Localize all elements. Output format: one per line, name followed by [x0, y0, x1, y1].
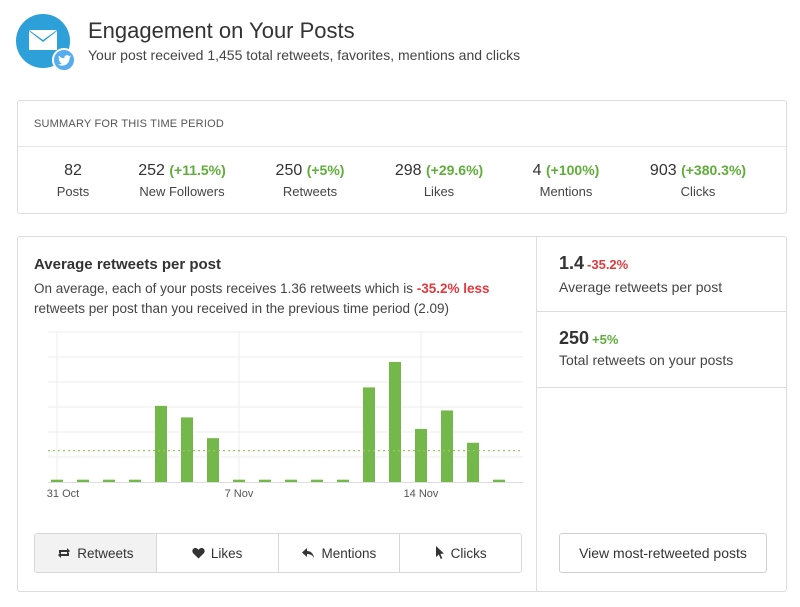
metric-change: -35.2%	[587, 257, 629, 272]
chart-bar	[155, 405, 167, 482]
stat-change: (+29.6%)	[425, 162, 484, 178]
twitter-bird-icon	[52, 48, 76, 72]
metric-average-retweets: 1.4 -35.2% Average retweets per post	[537, 237, 787, 312]
summary-title: SUMMARY FOR THIS TIME PERIOD	[34, 118, 224, 130]
chart-bar	[311, 479, 323, 482]
stat-change: (+11.5%)	[169, 162, 226, 178]
chart-bar	[181, 417, 193, 482]
reply-icon	[301, 547, 315, 559]
stat-change: (+380.3%)	[681, 162, 747, 178]
x-tick-label: 7 Nov	[225, 488, 254, 500]
view-most-retweeted-button[interactable]: View most-retweeted posts	[559, 533, 767, 573]
tab-label: Mentions	[321, 545, 377, 561]
page-header: Engagement on Your Posts Your post recei…	[16, 10, 786, 72]
description-text: On average, each of your posts receives …	[34, 281, 417, 296]
chart-bar	[415, 428, 427, 482]
x-tick-label: 31 Oct	[47, 488, 79, 500]
stat-value: 250	[275, 162, 303, 179]
chart-bar	[467, 442, 479, 482]
envelope-icon	[29, 30, 57, 50]
description-text-end: retweets per post than you received in t…	[34, 301, 449, 316]
chart-bar	[337, 479, 349, 482]
tab-label: Retweets	[77, 545, 134, 561]
retweets-bar-chart: 31 Oct 7 Nov 14 Nov	[47, 331, 523, 500]
stat-value: 298	[394, 162, 422, 179]
metric-total-retweets: 250 +5% Total retweets on your posts	[537, 312, 787, 388]
stat-value: 4	[532, 162, 542, 179]
chart-title: Average retweets per post	[34, 256, 222, 273]
tab-clicks[interactable]: Clicks	[400, 534, 521, 572]
chart-description: On average, each of your posts receives …	[34, 279, 504, 319]
tab-mentions[interactable]: Mentions	[278, 534, 401, 572]
app-logo	[16, 14, 76, 72]
stat-value: 903	[649, 162, 677, 179]
chart-bar	[77, 479, 89, 482]
chart-bar	[441, 410, 453, 482]
chart-bar	[51, 479, 63, 482]
x-tick-label: 14 Nov	[404, 488, 439, 500]
stat-clicks: 903 (+380.3%) Clicks	[650, 162, 746, 199]
metric-label: Average retweets per post	[559, 279, 723, 295]
chart-bar	[363, 387, 375, 482]
chart-bar	[259, 479, 271, 482]
stat-label: Posts	[56, 184, 90, 199]
stat-mentions: 4 (+100%) Mentions	[533, 162, 600, 199]
stat-label: Retweets	[282, 184, 338, 199]
stat-label: Likes	[423, 184, 455, 199]
stat-label: New Followers	[139, 184, 225, 199]
stat-likes: 298 (+29.6%) Likes	[395, 162, 483, 199]
retweets-panel: Average retweets per post On average, ea…	[17, 236, 787, 592]
metric-tabs: Retweets Likes Mentions Clicks	[34, 533, 522, 573]
summary-divider	[18, 146, 786, 147]
stat-label: Mentions	[539, 184, 593, 199]
page-title: Engagement on Your Posts	[88, 18, 355, 43]
stat-value: 252	[138, 162, 165, 179]
heart-icon	[192, 547, 205, 559]
metric-change: +5%	[592, 332, 619, 347]
page-subtitle: Your post received 1,455 total retweets,…	[88, 47, 521, 63]
tab-label: Likes	[210, 545, 243, 561]
stat-retweets: 250 (+5%) Retweets	[276, 162, 345, 199]
chart-bar	[389, 362, 401, 482]
stat-label: Clicks	[680, 184, 716, 199]
metric-label: Total retweets on your posts	[559, 352, 734, 368]
chart-bar	[103, 479, 115, 482]
stat-new-followers: 252 (+11.5%) New Followers	[138, 162, 226, 199]
stat-value: 82	[64, 162, 82, 179]
description-highlight: -35.2% less	[416, 281, 490, 296]
tab-retweets[interactable]: Retweets	[35, 534, 157, 572]
stat-change: (+5%)	[306, 162, 345, 178]
metric-value: 250	[559, 328, 590, 348]
metrics-sidebar: 1.4 -35.2% Average retweets per post 250 +…	[536, 237, 787, 591]
summary-panel: SUMMARY FOR THIS TIME PERIOD 82 Posts 25…	[17, 100, 787, 214]
cursor-icon	[435, 546, 445, 560]
chart-bar	[493, 479, 505, 482]
chart-bar	[285, 479, 297, 482]
chart-bar	[233, 479, 245, 482]
stat-posts: 82 Posts	[57, 162, 90, 199]
chart-bar	[207, 438, 219, 482]
stat-change: (+100%)	[546, 162, 600, 178]
chart-bar	[129, 479, 141, 482]
chart-section: Average retweets per post On average, ea…	[18, 237, 536, 591]
tab-label: Clicks	[450, 545, 487, 561]
tab-likes[interactable]: Likes	[156, 534, 279, 572]
retweet-icon	[57, 547, 71, 559]
metric-value: 1.4	[559, 253, 585, 273]
